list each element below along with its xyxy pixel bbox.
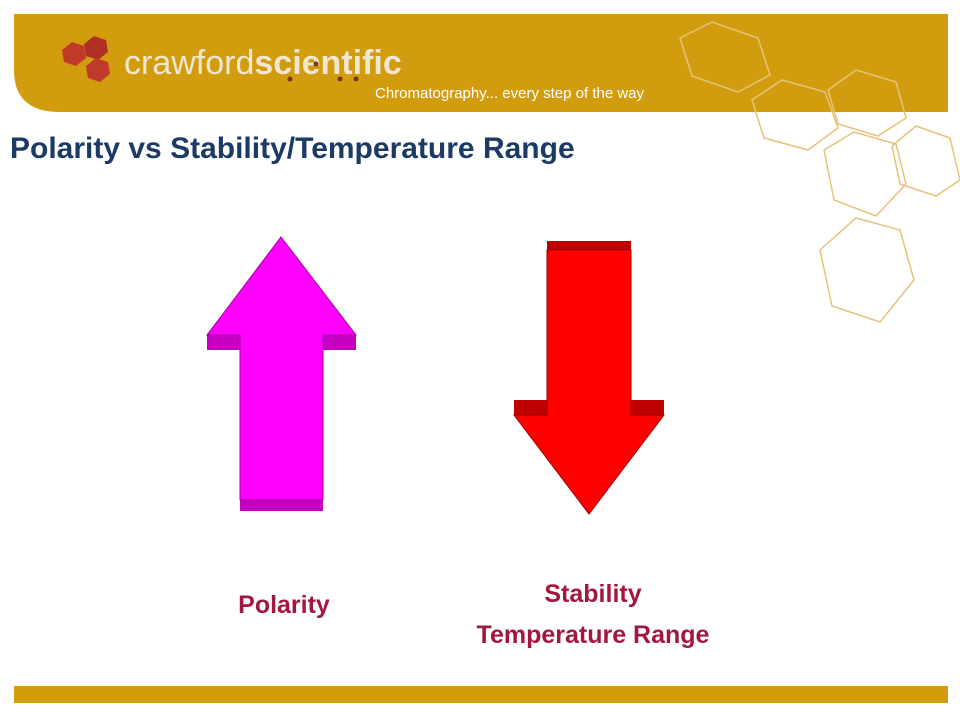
arrow-label: Stability — [544, 580, 641, 608]
logo-mark — [62, 36, 110, 82]
up-arrow — [205, 236, 358, 511]
logo-word: crawford — [124, 44, 254, 82]
header-band — [14, 14, 948, 112]
logo-text: crawfordscientific — [124, 44, 402, 82]
arrow-label: Temperature Range — [477, 621, 710, 649]
slide-title: Polarity vs Stability/Temperature Range — [10, 132, 575, 165]
logo-word: scientific — [254, 44, 401, 82]
logo-dots — [287, 61, 359, 82]
tagline: Chromatography... every step of the way — [375, 85, 645, 102]
footer-band — [14, 686, 948, 703]
down-arrow — [512, 241, 666, 515]
arrow-label: Polarity — [238, 591, 330, 619]
hexagon-decoration — [679, 21, 960, 323]
